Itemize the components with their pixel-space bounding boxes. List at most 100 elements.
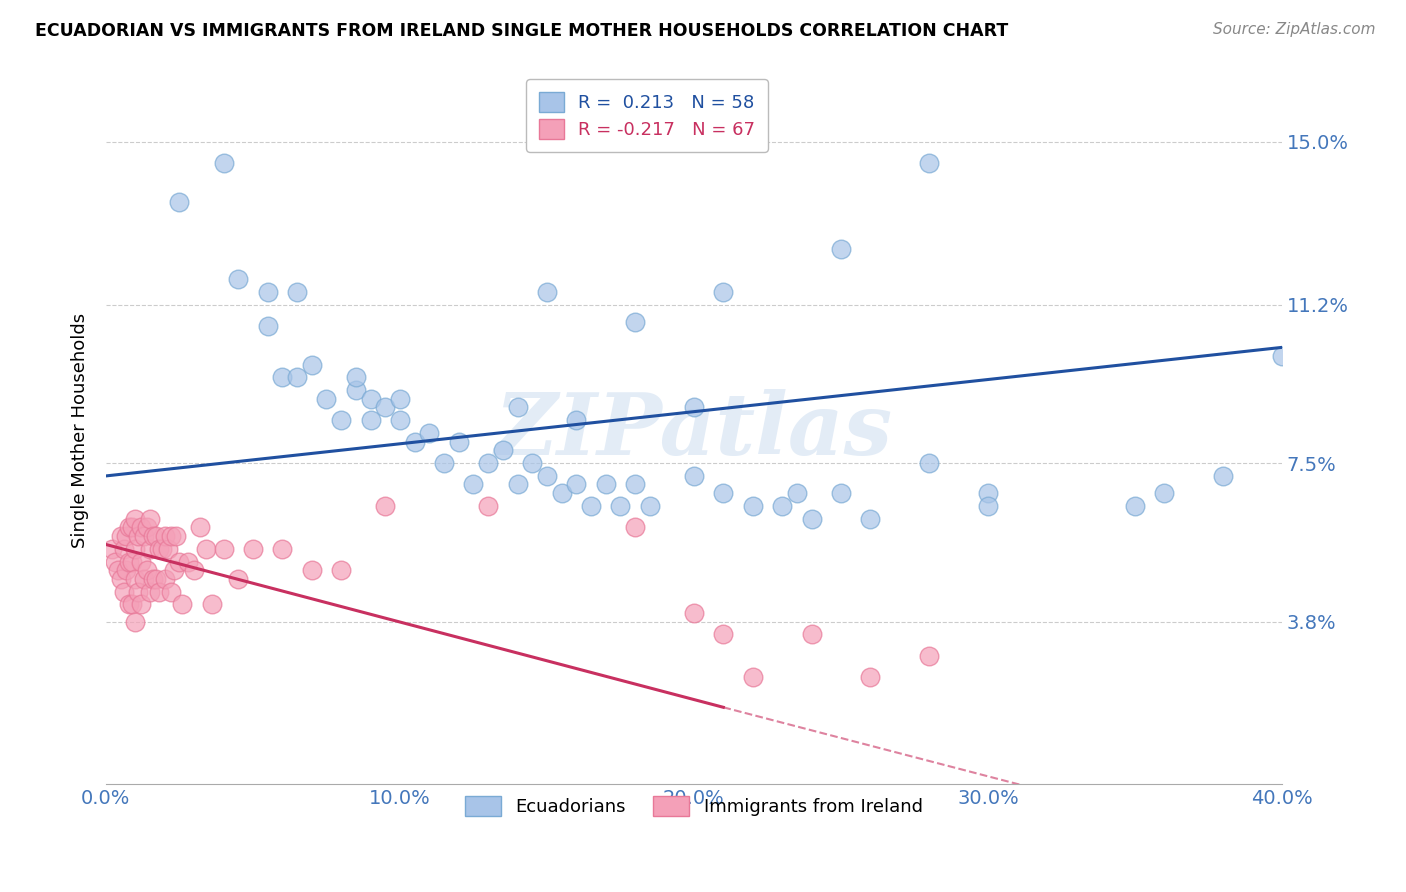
Point bbox=[134, 572, 156, 586]
Point bbox=[285, 370, 308, 384]
Point bbox=[121, 555, 143, 569]
Point bbox=[156, 541, 179, 556]
Point bbox=[683, 469, 706, 483]
Point bbox=[565, 477, 588, 491]
Point bbox=[565, 413, 588, 427]
Point bbox=[169, 194, 191, 209]
Point bbox=[477, 456, 499, 470]
Text: ECUADORIAN VS IMMIGRANTS FROM IRELAND SINGLE MOTHER HOUSEHOLDS CORRELATION CHART: ECUADORIAN VS IMMIGRANTS FROM IRELAND SI… bbox=[35, 22, 1008, 40]
Point bbox=[188, 520, 211, 534]
Point bbox=[595, 477, 617, 491]
Point bbox=[107, 563, 129, 577]
Point bbox=[169, 555, 191, 569]
Point bbox=[194, 541, 217, 556]
Point bbox=[918, 156, 941, 170]
Point bbox=[139, 512, 162, 526]
Point bbox=[536, 285, 558, 299]
Point bbox=[1153, 486, 1175, 500]
Point bbox=[741, 670, 763, 684]
Point bbox=[624, 520, 647, 534]
Point bbox=[536, 469, 558, 483]
Point bbox=[624, 477, 647, 491]
Point bbox=[153, 572, 176, 586]
Point bbox=[1212, 469, 1234, 483]
Point bbox=[330, 413, 353, 427]
Point bbox=[153, 529, 176, 543]
Point bbox=[183, 563, 205, 577]
Point bbox=[977, 486, 1000, 500]
Point bbox=[134, 529, 156, 543]
Point bbox=[330, 563, 353, 577]
Point bbox=[162, 563, 184, 577]
Point bbox=[129, 555, 152, 569]
Point bbox=[118, 598, 141, 612]
Point bbox=[315, 392, 337, 406]
Point bbox=[226, 572, 249, 586]
Point bbox=[271, 541, 294, 556]
Point bbox=[447, 434, 470, 449]
Point bbox=[139, 541, 162, 556]
Point bbox=[124, 615, 146, 629]
Point bbox=[830, 486, 852, 500]
Point bbox=[127, 529, 149, 543]
Point bbox=[212, 156, 235, 170]
Point bbox=[463, 477, 485, 491]
Point bbox=[550, 486, 572, 500]
Point bbox=[1123, 499, 1146, 513]
Point bbox=[859, 670, 882, 684]
Point bbox=[124, 572, 146, 586]
Point bbox=[115, 529, 138, 543]
Point bbox=[115, 563, 138, 577]
Point bbox=[492, 443, 515, 458]
Point bbox=[129, 598, 152, 612]
Point bbox=[110, 572, 132, 586]
Y-axis label: Single Mother Households: Single Mother Households bbox=[72, 313, 89, 549]
Point bbox=[711, 627, 734, 641]
Point bbox=[124, 541, 146, 556]
Point bbox=[148, 584, 170, 599]
Point bbox=[344, 383, 367, 397]
Point bbox=[506, 477, 529, 491]
Point bbox=[256, 318, 278, 333]
Point bbox=[830, 242, 852, 256]
Point bbox=[404, 434, 426, 449]
Point bbox=[112, 584, 135, 599]
Point bbox=[786, 486, 808, 500]
Point bbox=[800, 512, 823, 526]
Point bbox=[711, 285, 734, 299]
Point bbox=[118, 520, 141, 534]
Point bbox=[388, 413, 411, 427]
Point bbox=[683, 606, 706, 620]
Point bbox=[918, 648, 941, 663]
Point bbox=[150, 541, 173, 556]
Point bbox=[285, 285, 308, 299]
Point bbox=[118, 555, 141, 569]
Point bbox=[770, 499, 793, 513]
Point bbox=[256, 285, 278, 299]
Point bbox=[121, 598, 143, 612]
Point bbox=[859, 512, 882, 526]
Point bbox=[242, 541, 264, 556]
Point bbox=[136, 563, 159, 577]
Point bbox=[212, 541, 235, 556]
Point bbox=[360, 392, 382, 406]
Point bbox=[741, 499, 763, 513]
Point bbox=[177, 555, 200, 569]
Point bbox=[624, 315, 647, 329]
Point bbox=[800, 627, 823, 641]
Point bbox=[139, 584, 162, 599]
Point bbox=[159, 584, 181, 599]
Point bbox=[226, 272, 249, 286]
Point bbox=[609, 499, 631, 513]
Point bbox=[166, 529, 188, 543]
Point bbox=[301, 563, 323, 577]
Point bbox=[638, 499, 661, 513]
Point bbox=[110, 529, 132, 543]
Text: ZIPatlas: ZIPatlas bbox=[495, 389, 893, 473]
Point bbox=[579, 499, 602, 513]
Point bbox=[360, 413, 382, 427]
Point bbox=[104, 555, 127, 569]
Point bbox=[142, 572, 165, 586]
Point bbox=[711, 486, 734, 500]
Point bbox=[145, 529, 167, 543]
